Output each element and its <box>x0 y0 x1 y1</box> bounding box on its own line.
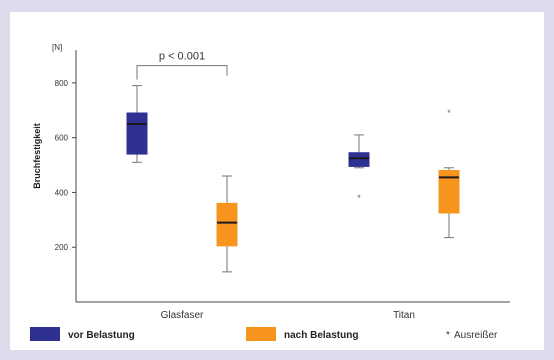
y-tick-label: 400 <box>55 188 69 197</box>
outlier-marker: * <box>447 108 451 118</box>
box-iqr <box>438 170 460 214</box>
legend-label: vor Belastung <box>68 330 135 341</box>
y-axis-title: Bruchfestigkeit <box>32 123 42 189</box>
significance-bracket <box>136 65 228 80</box>
boxes: ** <box>126 85 460 273</box>
box-glasfaser-0 <box>126 85 148 163</box>
category-labels: Glasfaser Titan <box>161 310 415 321</box>
p-value-label: p < 0.001 <box>159 51 205 63</box>
y-unit-label: [N] <box>52 43 62 52</box>
box-glasfaser-1 <box>216 175 238 273</box>
box-iqr <box>216 202 238 247</box>
legend-label: nach Belastung <box>284 330 358 341</box>
box-titan-0: * <box>348 134 370 203</box>
significance-annotation: p < 0.001 <box>136 51 228 80</box>
y-ticks: 200 400 600 800 <box>55 79 76 252</box>
axes <box>75 50 510 303</box>
legend-swatch <box>30 327 60 341</box>
y-tick-label: 200 <box>55 243 69 252</box>
y-tick-label: 800 <box>55 79 69 88</box>
outlier-legend-marker: * <box>446 330 450 341</box>
box-iqr <box>126 112 148 155</box>
legend-swatch <box>246 327 276 341</box>
category-label: Titan <box>393 310 415 321</box>
y-tick-label: 600 <box>55 134 69 143</box>
outlier-legend-label: Ausreißer <box>454 330 498 341</box>
outlier-marker: * <box>357 193 361 203</box>
box-titan-1: * <box>438 108 460 239</box>
legend: vor Belastung nach Belastung * Ausreißer <box>30 327 498 341</box>
box-iqr <box>348 152 370 167</box>
category-label: Glasfaser <box>161 310 204 321</box>
